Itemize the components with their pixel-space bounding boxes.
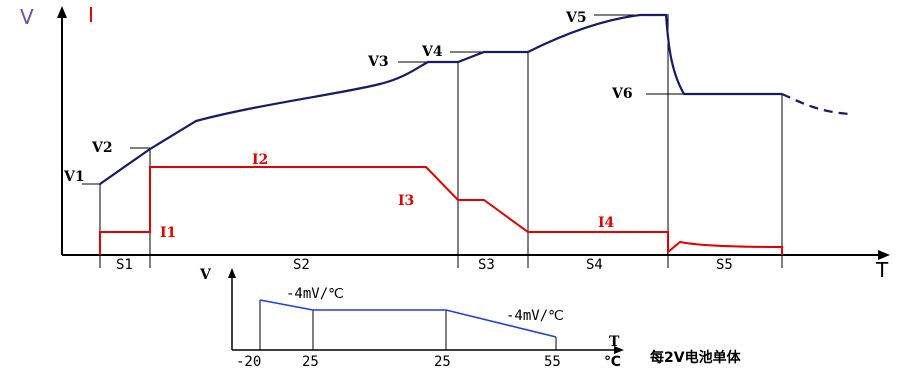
voltage-leaders xyxy=(82,14,684,185)
temp-compensation-line xyxy=(259,299,557,338)
label-i3: I3 xyxy=(398,193,414,209)
label-v1: V1 xyxy=(63,169,85,185)
label-i2: I2 xyxy=(252,152,268,168)
voltage-curve xyxy=(99,13,851,185)
temp-caption: 每2V电池单体 xyxy=(650,349,742,366)
label-s3: S3 xyxy=(478,257,495,273)
label-v3: V3 xyxy=(367,54,389,70)
temp-y-label: V xyxy=(199,267,212,283)
temp-y-axis-arrow xyxy=(228,268,236,278)
temp-tick-label-neg20: -20 xyxy=(236,354,261,369)
temp-ticks xyxy=(259,300,557,350)
temp-axes xyxy=(228,268,624,354)
main-y-label-v: V xyxy=(20,5,34,29)
label-v2: V2 xyxy=(91,140,113,156)
label-i1: I1 xyxy=(160,225,176,241)
main-y-axis-arrow xyxy=(57,6,67,18)
label-s2: S2 xyxy=(293,257,310,273)
main-y-label-i: I xyxy=(88,3,94,27)
main-axes xyxy=(57,6,890,260)
temp-x-unit: ℃ xyxy=(604,354,621,369)
temp-x-axis-arrow xyxy=(614,346,624,354)
voltage-curve-tail xyxy=(781,92,851,116)
main-x-label: T xyxy=(875,258,889,282)
temp-tick-label-55: 55 xyxy=(544,354,561,369)
temp-slope-right: -4mV/℃ xyxy=(506,308,564,324)
current-curve xyxy=(99,166,783,255)
main-x-axis-arrow xyxy=(878,250,890,260)
label-s5: S5 xyxy=(716,257,733,273)
temp-x-label: T xyxy=(609,334,620,350)
temp-tick-label-25b: 25 xyxy=(434,354,451,369)
label-s4: S4 xyxy=(586,257,603,273)
temp-tick-label-25a: 25 xyxy=(302,354,319,369)
label-v6: V6 xyxy=(611,86,633,102)
current-curve-main xyxy=(99,166,783,255)
label-v4: V4 xyxy=(421,44,443,60)
temp-slope-left: -4mV/℃ xyxy=(286,286,344,302)
voltage-curve-main xyxy=(99,13,782,185)
label-i4: I4 xyxy=(598,215,615,231)
label-v5: V5 xyxy=(565,10,587,26)
label-s1: S1 xyxy=(116,257,133,273)
